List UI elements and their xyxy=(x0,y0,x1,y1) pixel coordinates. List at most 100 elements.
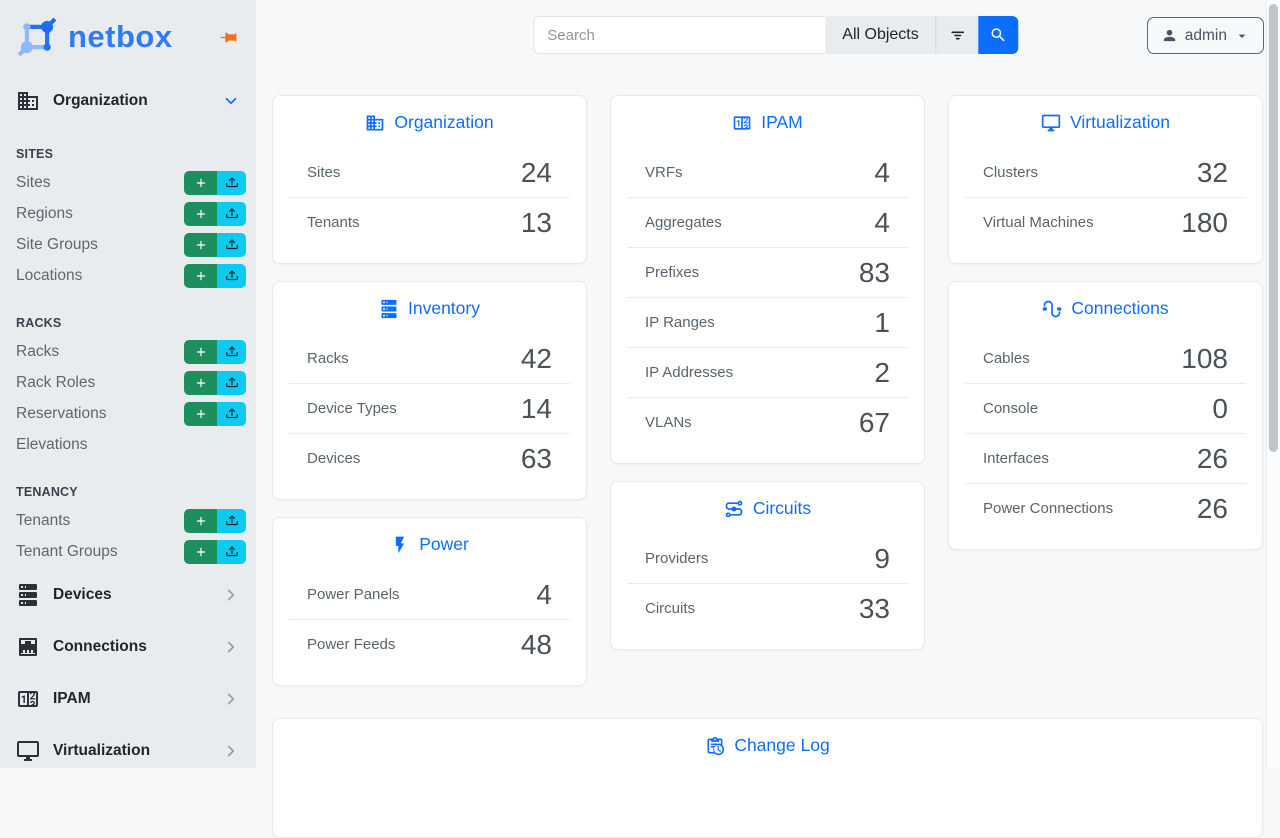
import-button[interactable] xyxy=(217,201,246,226)
brand-name: netbox xyxy=(68,19,173,54)
import-button[interactable] xyxy=(217,339,246,364)
stat-value-aggregates[interactable]: 4 xyxy=(874,207,890,238)
add-button[interactable] xyxy=(184,508,217,533)
search-scope-dropdown[interactable]: All Objects xyxy=(825,16,936,54)
stat-value-sites[interactable]: 24 xyxy=(520,157,552,188)
stat-value-circuits[interactable]: 33 xyxy=(858,593,890,624)
vertical-scrollbar[interactable] xyxy=(1266,0,1280,768)
import-button[interactable] xyxy=(217,370,246,395)
stat-value-interfaces[interactable]: 26 xyxy=(1196,443,1228,474)
stat-value-console[interactable]: 0 xyxy=(1212,393,1228,424)
add-button[interactable] xyxy=(184,263,217,288)
stat-label-ip-addresses[interactable]: IP Addresses xyxy=(645,364,734,381)
stat-value-device-types[interactable]: 14 xyxy=(520,393,552,424)
sidebar-link-locations[interactable]: Locations xyxy=(16,266,83,284)
sidebar-item-connections[interactable]: Connections xyxy=(0,621,256,673)
stat-value-vrfs[interactable]: 4 xyxy=(874,157,890,188)
sidebar-link-elevations[interactable]: Elevations xyxy=(16,435,88,453)
stat-label-cables[interactable]: Cables xyxy=(983,350,1030,367)
netbox-logo[interactable]: netbox xyxy=(14,14,173,60)
stat-value-tenants[interactable]: 13 xyxy=(520,207,552,238)
stat-row: IP Addresses 2 xyxy=(627,347,908,397)
card-header: Connections xyxy=(949,282,1262,334)
stat-label-vrfs[interactable]: VRFs xyxy=(645,164,683,181)
stat-label-devices[interactable]: Devices xyxy=(307,450,361,467)
plus-icon xyxy=(196,209,205,218)
card-title-circuits[interactable]: Circuits xyxy=(752,498,812,518)
stat-label-providers[interactable]: Providers xyxy=(645,550,709,567)
card-title-power[interactable]: Power xyxy=(419,534,469,554)
stat-label-virtual-machines[interactable]: Virtual Machines xyxy=(983,214,1094,231)
stat-value-cables[interactable]: 108 xyxy=(1181,343,1228,374)
card-title-inventory[interactable]: Inventory xyxy=(408,298,480,318)
stat-label-power-connections[interactable]: Power Connections xyxy=(983,500,1114,517)
stat-label-tenants[interactable]: Tenants xyxy=(307,214,360,231)
stat-value-devices[interactable]: 63 xyxy=(520,443,552,474)
stat-value-ip-ranges[interactable]: 1 xyxy=(874,307,890,338)
sidebar-link-rack-roles[interactable]: Rack Roles xyxy=(16,373,96,391)
filter-button[interactable] xyxy=(935,16,979,54)
import-button[interactable] xyxy=(217,170,246,195)
card-title-connections[interactable]: Connections xyxy=(1071,298,1169,318)
stat-value-providers[interactable]: 9 xyxy=(874,543,890,574)
stat-value-clusters[interactable]: 32 xyxy=(1196,157,1228,188)
add-button[interactable] xyxy=(184,339,217,364)
card-title-organization[interactable]: Organization xyxy=(394,112,494,132)
stat-label-clusters[interactable]: Clusters xyxy=(983,164,1039,181)
stat-value-power-panels[interactable]: 4 xyxy=(536,579,552,610)
stat-label-device-types[interactable]: Device Types xyxy=(307,400,397,417)
sidebar-link-regions[interactable]: Regions xyxy=(16,204,73,222)
stat-value-vlans[interactable]: 67 xyxy=(858,407,890,438)
plus-icon xyxy=(196,516,205,525)
scrollbar-thumb[interactable] xyxy=(1269,4,1278,452)
stat-value-power-feeds[interactable]: 48 xyxy=(520,629,552,660)
import-button[interactable] xyxy=(217,539,246,564)
stat-label-prefixes[interactable]: Prefixes xyxy=(645,264,700,281)
stat-label-aggregates[interactable]: Aggregates xyxy=(645,214,722,231)
stat-value-racks[interactable]: 42 xyxy=(520,343,552,374)
stat-label-console[interactable]: Console xyxy=(983,400,1039,417)
sidebar-link-reservations[interactable]: Reservations xyxy=(16,404,107,422)
stat-value-power-connections[interactable]: 26 xyxy=(1196,493,1228,524)
import-button[interactable] xyxy=(217,508,246,533)
plus-icon xyxy=(196,409,205,418)
sidebar-item-organization[interactable]: Organization xyxy=(0,80,256,122)
card-virtualization: Virtualization Clusters 32 Virtual Machi… xyxy=(948,95,1263,264)
stat-row: Tenants 13 xyxy=(289,197,570,247)
add-button[interactable] xyxy=(184,170,217,195)
add-button[interactable] xyxy=(184,232,217,257)
sidebar-item-devices[interactable]: Devices xyxy=(0,569,256,621)
stat-label-ip-ranges[interactable]: IP Ranges xyxy=(645,314,715,331)
stat-label-circuits[interactable]: Circuits xyxy=(645,600,696,617)
stat-label-power-feeds[interactable]: Power Feeds xyxy=(307,636,396,653)
sidebar-item-ipam[interactable]: IPAM xyxy=(0,673,256,725)
import-button[interactable] xyxy=(217,263,246,288)
add-button[interactable] xyxy=(184,201,217,226)
stat-value-ip-addresses[interactable]: 2 xyxy=(874,357,890,388)
stat-label-vlans[interactable]: VLANs xyxy=(645,414,692,431)
add-button[interactable] xyxy=(184,539,217,564)
sidebar-link-site-groups[interactable]: Site Groups xyxy=(16,235,98,253)
add-button[interactable] xyxy=(184,401,217,426)
stat-label-power-panels[interactable]: Power Panels xyxy=(307,586,400,603)
search-button[interactable] xyxy=(978,16,1019,54)
import-button[interactable] xyxy=(217,401,246,426)
pin-sidebar-icon[interactable] xyxy=(217,26,240,49)
sidebar-link-tenants[interactable]: Tenants xyxy=(16,511,71,529)
search-input[interactable] xyxy=(533,16,826,54)
import-button[interactable] xyxy=(217,232,246,257)
sidebar-link-sites[interactable]: Sites xyxy=(16,173,51,191)
card-title-virtualization[interactable]: Virtualization xyxy=(1070,112,1170,132)
stat-label-racks[interactable]: Racks xyxy=(307,350,349,367)
stat-value-prefixes[interactable]: 83 xyxy=(858,257,890,288)
sidebar-link-racks[interactable]: Racks xyxy=(16,342,60,360)
sidebar-item-virtualization[interactable]: Virtualization xyxy=(0,725,256,768)
stat-value-virtual-machines[interactable]: 180 xyxy=(1181,207,1228,238)
stat-label-interfaces[interactable]: Interfaces xyxy=(983,450,1049,467)
card-title-ipam[interactable]: IPAM xyxy=(761,112,803,132)
card-title-changelog[interactable]: Change Log xyxy=(734,735,830,755)
sidebar-link-tenant-groups[interactable]: Tenant Groups xyxy=(16,542,118,560)
user-menu-button[interactable]: admin xyxy=(1146,17,1264,54)
stat-label-sites[interactable]: Sites xyxy=(307,164,341,181)
add-button[interactable] xyxy=(184,370,217,395)
